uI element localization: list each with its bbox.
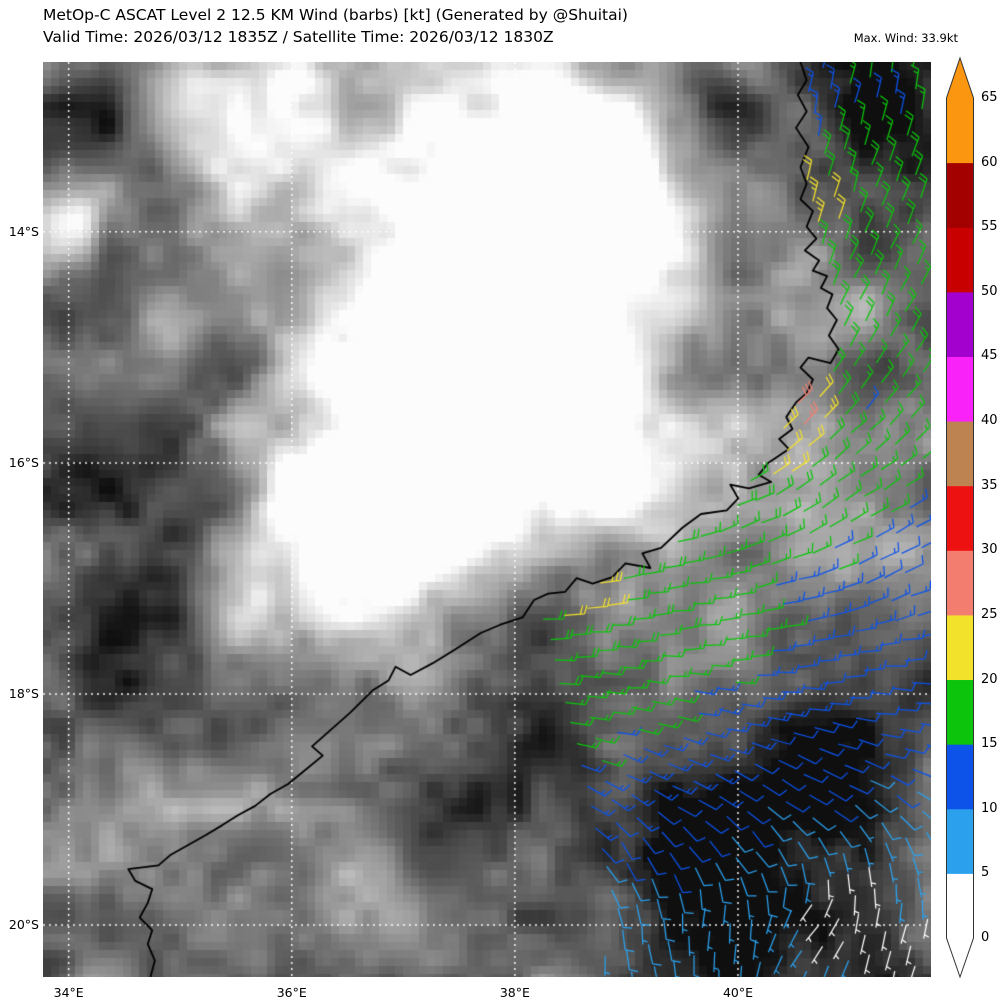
colorbar-segment bbox=[946, 98, 974, 164]
colorbar-tick-label: 45 bbox=[981, 348, 998, 364]
lon-tick-label: 36°E bbox=[276, 985, 307, 1000]
colorbar-tick-label: 20 bbox=[981, 671, 998, 687]
colorbar-scale bbox=[946, 56, 974, 979]
colorbar-outline bbox=[946, 56, 974, 979]
colorbar-segment bbox=[946, 421, 974, 487]
colorbar-tick-label: 65 bbox=[981, 90, 998, 105]
lon-tick-label: 38°E bbox=[499, 985, 530, 1000]
colorbar-segment bbox=[946, 227, 974, 293]
colorbar-tick-label: 5 bbox=[981, 865, 990, 881]
colorbar-segment bbox=[946, 614, 974, 681]
lat-tick-label: 16°S bbox=[8, 454, 39, 470]
colorbar-tick-label: 0 bbox=[981, 930, 990, 945]
colorbar-tick-label: 40 bbox=[981, 413, 998, 429]
satellite-wind-map bbox=[43, 62, 931, 977]
colorbar-segment bbox=[946, 550, 974, 616]
lat-tick-label: 18°S bbox=[8, 685, 39, 701]
colorbar-segment bbox=[946, 162, 974, 228]
colorbar-segment bbox=[946, 808, 974, 874]
colorbar-tick-label: 60 bbox=[981, 154, 998, 170]
colorbar-tick-label: 30 bbox=[981, 542, 998, 558]
colorbar-segment bbox=[946, 356, 974, 422]
colorbar-tick-label: 35 bbox=[981, 477, 998, 493]
colorbar-arrow bbox=[946, 938, 974, 977]
colorbar-tick-label: 10 bbox=[981, 800, 998, 816]
colorbar-segment bbox=[946, 679, 974, 745]
colorbar-tick-label: 25 bbox=[981, 606, 998, 622]
colorbar-segment bbox=[946, 873, 974, 939]
max-wind-label: Max. Wind: 33.9kt bbox=[853, 31, 958, 45]
colorbar-segment bbox=[946, 744, 974, 810]
lat-tick-label: 14°S bbox=[8, 223, 39, 239]
colorbar-tick-label: 15 bbox=[981, 736, 998, 752]
lon-tick-label: 34°E bbox=[53, 985, 84, 1000]
colorbar-segment bbox=[946, 485, 974, 551]
colorbar-segment bbox=[946, 291, 974, 357]
lat-tick-label: 20°S bbox=[8, 917, 39, 932]
colorbar-tick-label: 50 bbox=[981, 283, 998, 299]
colorbar-arrow bbox=[946, 58, 974, 98]
plot-title: MetOp-C ASCAT Level 2 12.5 KM Wind (barb… bbox=[43, 6, 628, 24]
plot-subtitle: Valid Time: 2026/03/12 1835Z / Satellite… bbox=[43, 28, 554, 46]
colorbar-tick-label: 55 bbox=[981, 219, 998, 235]
lon-tick-label: 40°E bbox=[722, 985, 754, 1000]
